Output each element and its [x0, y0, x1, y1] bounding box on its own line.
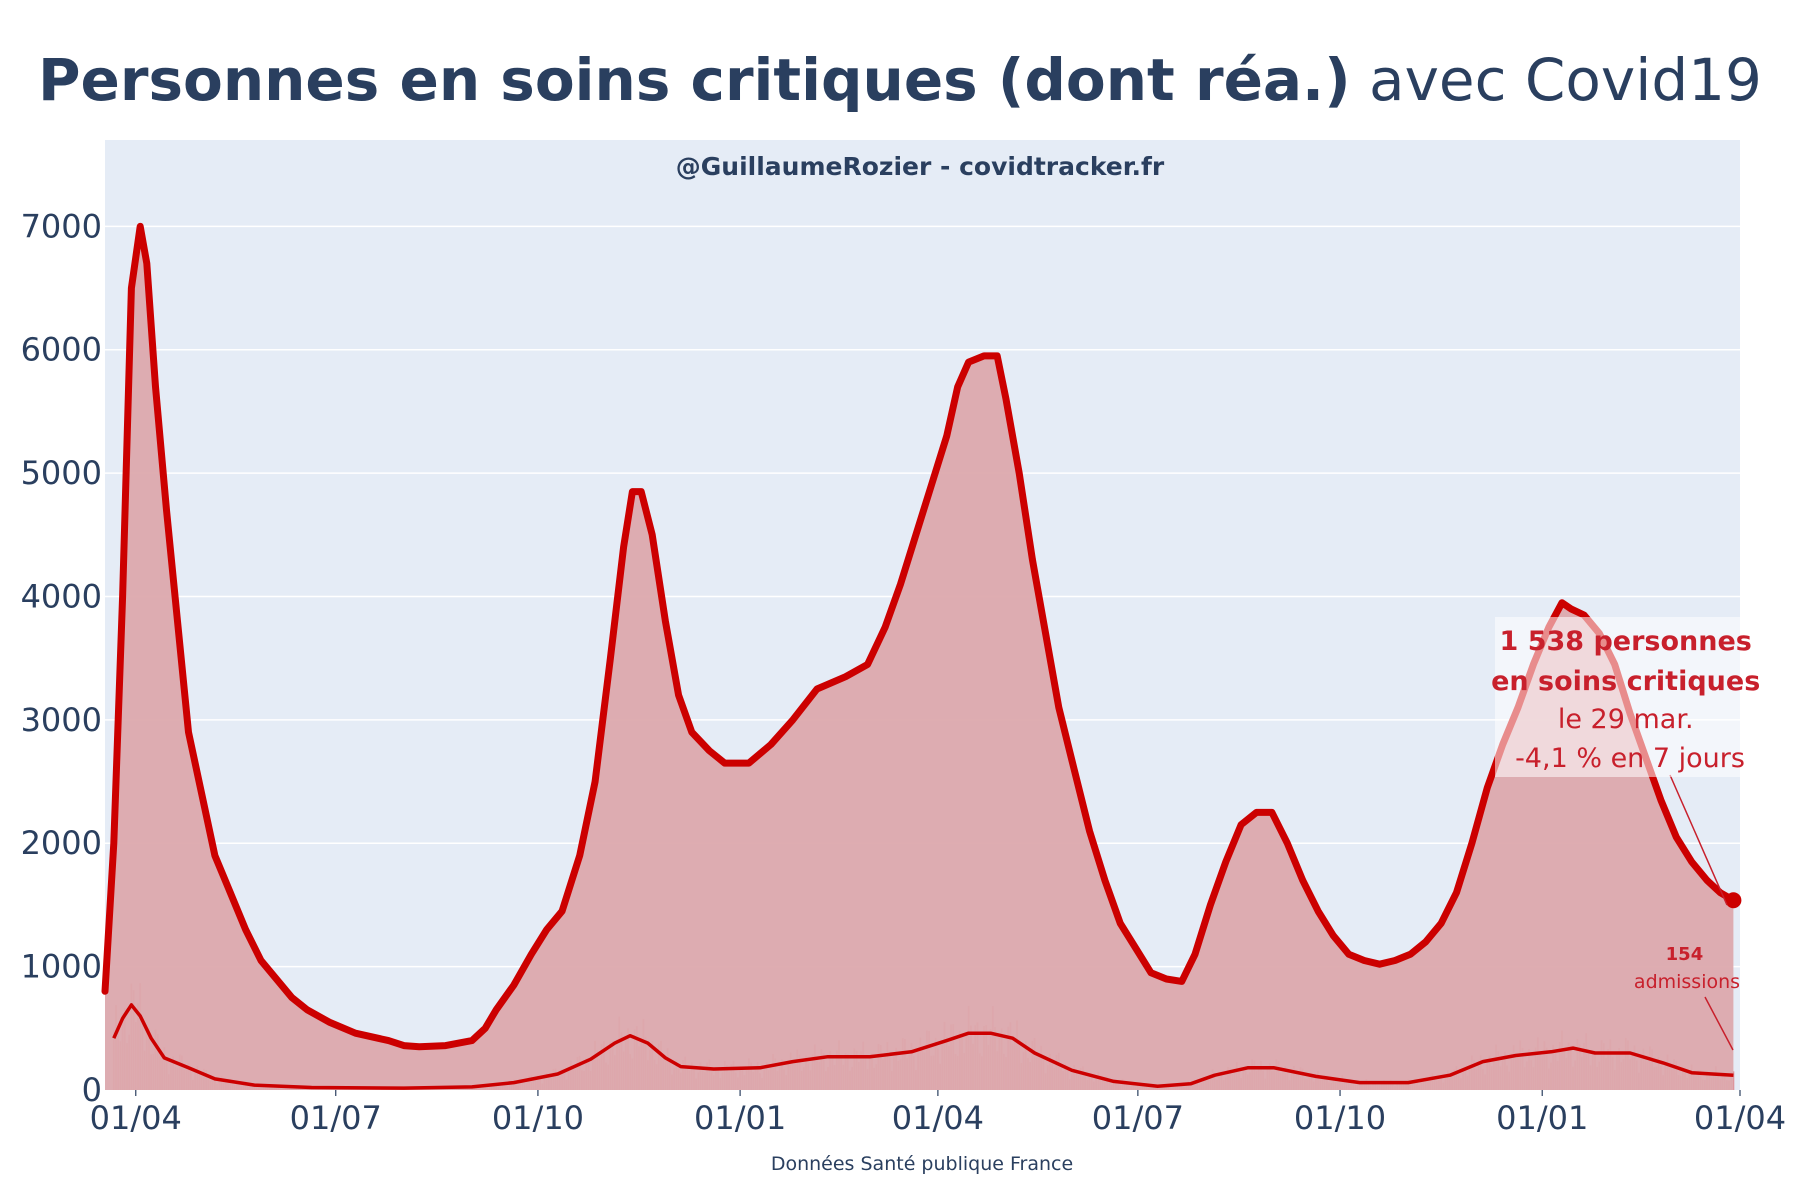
admissions-label: admissions: [1634, 971, 1740, 993]
y-tick-label: 2000: [21, 824, 102, 862]
annotation-line-4: -4,1 % en 7 jours: [1515, 743, 1745, 774]
critical-care-area: [105, 226, 1734, 1090]
y-tick-label: 6000: [21, 331, 102, 369]
last-value-marker: [1725, 892, 1742, 909]
x-axis-labels: 01/04 01/07 01/10 01/01 01/04 01/07 01/10 01/01…: [90, 1090, 1786, 1137]
chart-title-light: avec Covid19: [1351, 46, 1762, 114]
x-tick-label: 01/01: [1496, 1099, 1588, 1137]
annotation-box: [1495, 617, 1760, 777]
y-tick-label: 7000: [21, 207, 102, 245]
critical-care-line: [101, 222, 1737, 1051]
admissions-annotation: 154 admissions: [1634, 944, 1740, 993]
annotation-line-1: 1 538 personnes: [1500, 626, 1752, 657]
x-tick-label: 01/04: [1694, 1099, 1786, 1137]
chart-subtitle: @GuillaumeRozier - covidtracker.fr: [676, 152, 1165, 181]
data-source: Données Santé publique France: [771, 1153, 1073, 1175]
x-tick-label: 01/07: [1092, 1099, 1184, 1137]
annotation-line-2: en soins critiques: [1491, 666, 1760, 697]
chart-title: Personnes en soins critiques (dont réa.)…: [38, 46, 1762, 114]
x-tick-label: 01/10: [492, 1099, 584, 1137]
x-tick-label: 01/01: [694, 1099, 786, 1137]
admissions-line: [112, 1003, 1734, 1090]
y-tick-label: 0: [82, 1071, 102, 1109]
annotation-text: 1 538 personnes en soins critiques le 29…: [1491, 626, 1769, 774]
annotation-line-3: le 29 mar.: [1558, 704, 1694, 735]
y-tick-label: 3000: [21, 701, 102, 739]
annotation-arrow: [1669, 774, 1728, 906]
y-tick-label: 5000: [21, 454, 102, 492]
y-axis-labels: 0 1000 2000 3000 4000 5000 6000 7000: [21, 207, 102, 1109]
x-tick-label: 01/04: [892, 1099, 984, 1137]
admissions-annotation-arrow: [1704, 996, 1734, 1051]
admission-bar: [1732, 1071, 1735, 1090]
y-tick-label: 4000: [21, 577, 102, 615]
chart-title-bold: Personnes en soins critiques (dont réa.): [38, 46, 1351, 114]
x-tick-label: 01/10: [1294, 1099, 1386, 1137]
y-tick-label: 1000: [21, 948, 102, 986]
x-tick-label: 01/04: [90, 1099, 182, 1137]
x-tick-label: 01/07: [290, 1099, 382, 1137]
admissions-value: 154: [1666, 944, 1704, 965]
